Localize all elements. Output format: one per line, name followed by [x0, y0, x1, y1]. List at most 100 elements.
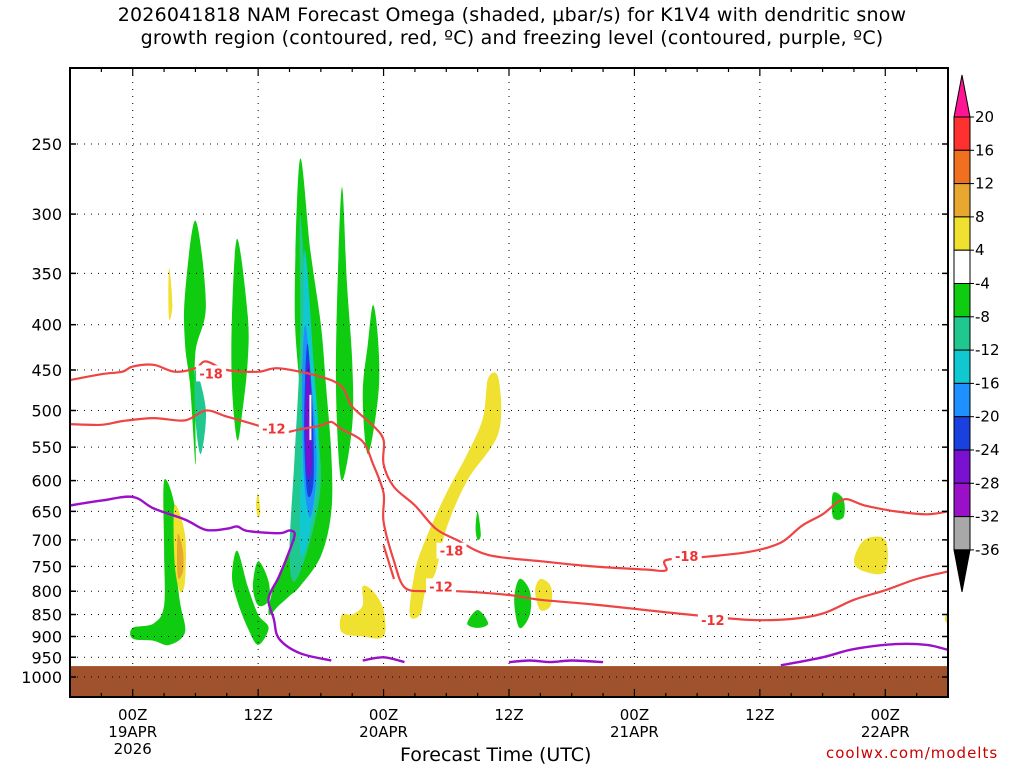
freezing-contour-3 [780, 642, 948, 667]
omega-region-0-1 [231, 238, 249, 441]
omega-region-0-0 [183, 220, 206, 465]
omega-region-7-0 [177, 533, 184, 579]
y-tick-label-450: 450 [31, 361, 62, 380]
contour-layer: -18 -12 -18 -12 -18 -12 [70, 360, 948, 667]
credit-link[interactable]: coolwx.com/modelts [826, 744, 999, 762]
colorbar-box-0 [953, 116, 971, 151]
x-tick-label-line: 00Z [620, 706, 649, 724]
colorbar-box-5 [953, 283, 971, 318]
y-tick-label-350: 350 [31, 264, 62, 283]
freezing-contour-2 [508, 659, 604, 664]
chart-title: 2026041818 NAM Forecast Omega (shaded, μ… [0, 4, 1024, 50]
x-tick-label-1: 12Z [243, 706, 272, 724]
colorbar-box-8 [953, 382, 971, 418]
omega-region-0-5 [130, 478, 186, 646]
colorbar-label-13: -36 [975, 541, 1000, 559]
colorbar-label-1: 16 [975, 141, 994, 159]
omega-region-0-8 [514, 578, 532, 629]
y-tick-label-550: 550 [31, 438, 62, 457]
x-tick-label-6: 00Z 22APR [861, 706, 910, 741]
colorbar-label-11: -28 [975, 474, 1000, 492]
omega-region-6-3 [409, 372, 502, 619]
x-tick-label-line: 00Z [369, 706, 398, 724]
y-tick-label-950: 950 [31, 648, 62, 667]
colorbar-top-arrow [953, 74, 971, 118]
axes: 250 300 350 400 450 500 550 600 650 700 750 800 850 9… [21, 67, 949, 758]
y-tick-label-750: 750 [31, 557, 62, 576]
chart-title-line-2: growth region (contoured, red, ºC) and f… [140, 27, 884, 49]
dgz-contour-2 [382, 544, 396, 580]
colorbar-box-3 [953, 216, 971, 251]
x-tick-label-line: 21APR [610, 723, 659, 741]
x-tick-label-0: 00Z 19APR 2026 [108, 706, 157, 758]
x-tick-label-line: 12Z [745, 706, 774, 724]
omega-region-6-4 [339, 585, 386, 639]
y-tick-label-650: 650 [31, 502, 62, 521]
x-tick-label-2: 00Z 20APR [359, 706, 408, 741]
colorbar-label-3: 8 [975, 208, 985, 226]
chart-title-line-1: 2026041818 NAM Forecast Omega (shaded, μ… [117, 4, 907, 26]
dgz-contour-0 [70, 360, 948, 573]
y-tick-label-700: 700 [31, 531, 62, 550]
omega-region-0-11 [475, 511, 481, 541]
colorbar-box-6 [953, 316, 971, 351]
colorbar-box-12 [953, 516, 971, 551]
omega-region-0-7 [252, 561, 270, 607]
x-tick-label-line: 2026 [114, 740, 152, 758]
y-tick-label-900: 900 [31, 627, 62, 646]
dgz-label-bg [671, 548, 702, 565]
y-tick-label-1000: 1000 [21, 668, 62, 687]
dgz-contour-label-5: -12 [701, 614, 725, 629]
x-axis-title: Forecast Time (UTC) [400, 744, 592, 766]
y-tick-label-600: 600 [31, 472, 62, 491]
colorbar-label-5: -4 [975, 275, 990, 293]
y-tick-label-500: 500 [31, 402, 62, 421]
colorbar-label-10: -24 [975, 441, 1000, 459]
y-tick-label-400: 400 [31, 316, 62, 335]
omega-region-0-4 [362, 305, 380, 455]
dgz-label-bg [697, 611, 728, 628]
omega-region-0-6 [232, 550, 269, 645]
omega-region-6-1 [256, 493, 261, 518]
colorbar-label-8: -16 [975, 374, 1000, 392]
grid-lines [70, 68, 948, 697]
colorbar-box-9 [953, 416, 971, 451]
dgz-contour-label-0: -18 [199, 367, 223, 382]
omega-region-6-5 [535, 578, 553, 611]
dgz-contour-label-2: -18 [440, 545, 464, 560]
y-tick-label-850: 850 [31, 606, 62, 625]
x-tick-label-line: 12Z [243, 706, 272, 724]
x-tick-label-line: 22APR [861, 723, 910, 741]
colorbar-label-7: -12 [975, 341, 1000, 359]
dgz-label-bg [436, 542, 467, 559]
colorbar-box-7 [953, 349, 971, 384]
omega-region-5-0 [305, 361, 312, 479]
freezing-contour-0 [70, 495, 332, 662]
x-tick-label-5: 12Z [745, 706, 774, 724]
x-tick-label-line: 00Z [871, 706, 900, 724]
x-tick-label-line: 00Z [118, 706, 147, 724]
plot-area [130, 158, 948, 646]
x-tick-label-4: 00Z 21APR [610, 706, 659, 741]
omega-region-0-3 [335, 187, 354, 481]
x-tick-label-3: 12Z [494, 706, 523, 724]
freezing-contour-1 [362, 656, 405, 664]
colorbar-label-6: -8 [975, 308, 990, 326]
colorbar-label-2: 12 [975, 175, 994, 193]
colorbar-box-11 [953, 482, 971, 518]
dgz-label-bg [426, 578, 457, 595]
colorbar-box-10 [953, 449, 971, 484]
dgz-contour-label-1: -12 [262, 423, 286, 438]
colorbar-box-4 [953, 249, 971, 284]
x-tick-label-line: 20APR [359, 723, 408, 741]
colorbar-label-9: -20 [975, 408, 1000, 426]
y-tick-label-800: 800 [31, 582, 62, 601]
colorbar: 20 16 12 8 4 -4 -8 -12 -16 -20 -24 -28 -32 -36 [953, 74, 1000, 592]
colorbar-box-2 [953, 183, 971, 218]
colorbar-box-1 [953, 149, 971, 185]
omega-region-0-9 [467, 610, 489, 628]
colorbar-bottom-arrow [953, 549, 971, 592]
omega-region-6-6 [853, 536, 888, 575]
dgz-contour-label-4: -18 [675, 550, 699, 565]
